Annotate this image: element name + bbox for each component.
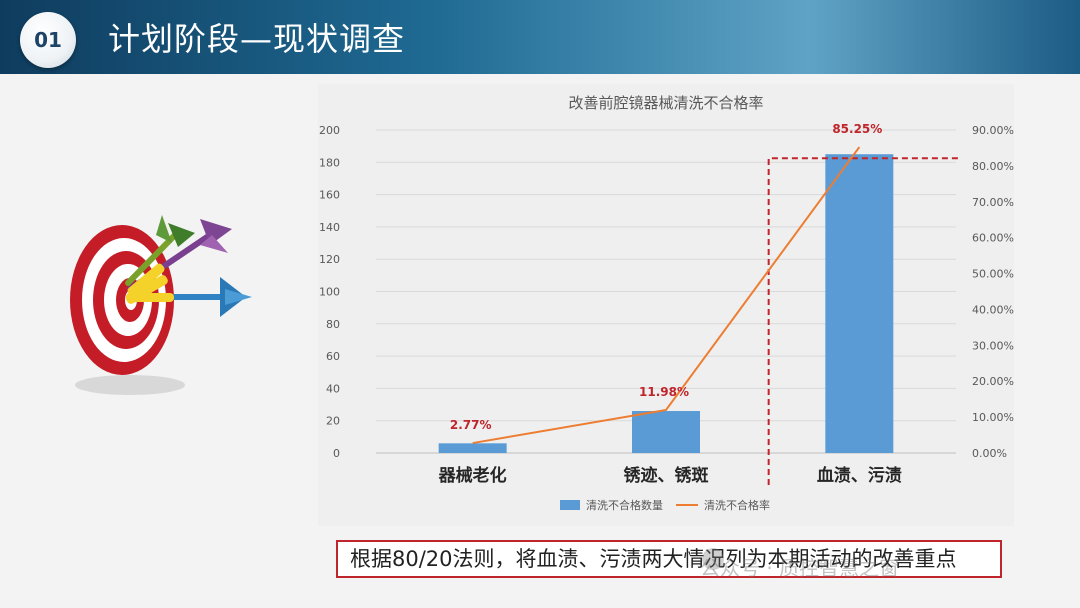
right-axis-tick-label: 30.00% — [972, 339, 1014, 352]
left-axis-tick-label: 100 — [319, 286, 340, 299]
header-bar: 01 计划阶段—现状调查 — [0, 0, 1080, 74]
data-label: 85.25% — [832, 122, 882, 136]
legend-line-label: 清洗不合格率 — [704, 498, 770, 512]
right-axis-tick-label: 70.00% — [972, 196, 1014, 209]
chart-panel: 改善前腔镜器械清洗不合格率 0 20 40 60 80 100 120 140 160 180 200… — [318, 84, 1014, 526]
category-label: 器械老化 — [438, 465, 507, 486]
left-axis-tick-label: 180 — [319, 156, 340, 169]
wechat-watermark-icon — [702, 548, 724, 570]
right-axis-tick-label: 90.00% — [972, 124, 1014, 137]
left-axis-tick-label: 200 — [319, 124, 340, 137]
dartboard-target-icon — [70, 215, 252, 395]
legend-bar-swatch — [560, 500, 580, 510]
bar — [825, 154, 894, 453]
rate-line — [472, 146, 861, 445]
right-axis-tick-label: 50.00% — [972, 268, 1014, 281]
right-axis-tick-label: 40.00% — [972, 303, 1014, 316]
right-axis-tick-label: 60.00% — [972, 232, 1014, 245]
conclusion-box: 根据80/20法则，将血渍、污渍两大情况列为本期活动的改善重点 — [336, 540, 1002, 578]
left-axis-tick-label: 40 — [326, 382, 340, 395]
data-label: 2.77% — [450, 418, 492, 432]
legend-bar-label: 清洗不合格数量 — [586, 498, 663, 512]
right-axis-tick-label: 80.00% — [972, 160, 1014, 173]
right-axis-tick-label: 10.00% — [972, 411, 1014, 424]
category-label: 血渍、污渍 — [817, 465, 902, 486]
left-axis-tick-label: 20 — [326, 415, 340, 428]
bar — [632, 411, 700, 453]
bar — [438, 443, 507, 453]
left-axis-tick-label: 160 — [319, 189, 340, 202]
right-axis-tick-label: 20.00% — [972, 375, 1014, 388]
category-label: 锈迹、锈斑 — [624, 465, 709, 486]
chart-title: 改善前腔镜器械清洗不合格率 — [568, 94, 763, 112]
left-axis-tick-label: 0 — [333, 447, 340, 460]
section-badge: 01 — [20, 12, 76, 68]
highlight-dashed-box — [767, 157, 960, 485]
watermark-text: 公众号 · 质控智慧之窗 — [700, 556, 900, 580]
left-axis-tick-label: 80 — [326, 318, 340, 331]
left-axis-tick-label: 120 — [319, 253, 340, 266]
data-label: 11.98% — [639, 385, 689, 399]
pareto-chart: 改善前腔镜器械清洗不合格率 0 20 40 60 80 100 120 140 160 180 200… — [319, 94, 1014, 512]
page-title: 计划阶段—现状调查 — [108, 20, 406, 58]
right-axis-tick-label: 0.00% — [972, 447, 1007, 460]
left-axis-tick-label: 60 — [326, 350, 340, 363]
left-axis-tick-label: 140 — [319, 221, 340, 234]
